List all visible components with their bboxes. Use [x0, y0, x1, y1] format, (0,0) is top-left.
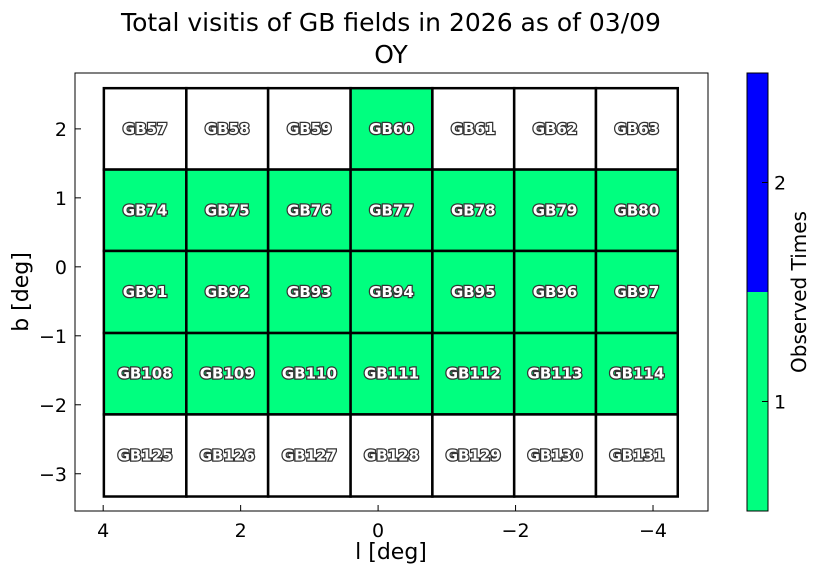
cell-label: GB60	[369, 120, 414, 138]
cell-label: GB61	[451, 120, 496, 138]
cell	[185, 331, 270, 416]
cell-label: GB95	[451, 283, 496, 301]
colorbar-label: Observed Times	[787, 211, 811, 373]
cell-label: GB58	[205, 120, 250, 138]
x-tick-label: −2	[502, 520, 530, 542]
cell-label: GB93	[287, 283, 332, 301]
chart-title: Total visitis of GB fields in 2026 as of…	[120, 8, 661, 37]
cell-label: GB127	[282, 446, 337, 464]
colorbar-tick-label: 1	[774, 392, 786, 414]
cell	[102, 86, 188, 171]
cell-label: GB113	[528, 365, 583, 383]
cell	[594, 413, 680, 498]
cell	[594, 249, 680, 335]
cell-label: GB131	[609, 446, 664, 464]
cell	[102, 413, 188, 498]
cell-label: GB75	[205, 201, 250, 219]
cell-label: GB126	[200, 446, 255, 464]
cell	[102, 331, 188, 416]
cell-label: GB76	[287, 201, 332, 219]
cell	[185, 86, 270, 171]
cell	[512, 249, 598, 335]
y-tick-label: −1	[39, 326, 67, 348]
chart-subtitle: OY	[374, 40, 408, 69]
cell-label: GB109	[200, 365, 255, 383]
x-tick-label: −4	[639, 520, 667, 542]
cell	[266, 249, 352, 335]
x-axis-label: l [deg]	[355, 540, 427, 565]
cell-label: GB97	[615, 283, 660, 301]
cell-label: GB62	[533, 120, 578, 138]
x-tick-label: 2	[235, 520, 247, 542]
cell	[594, 168, 680, 253]
cell-label: GB114	[609, 365, 664, 383]
y-tick-label: 1	[55, 188, 67, 210]
cell-label: GB108	[118, 365, 173, 383]
cell-label: GB77	[369, 201, 414, 219]
y-tick-label: −3	[39, 464, 67, 486]
cell-label: GB130	[528, 446, 583, 464]
cell	[266, 413, 352, 498]
cell	[185, 249, 270, 335]
y-tick-label: −2	[39, 395, 67, 417]
cell-label: GB57	[123, 120, 168, 138]
cell-label: GB91	[123, 283, 168, 301]
cell-label: GB94	[369, 283, 414, 301]
cell-label: GB74	[123, 201, 168, 219]
cell-label: GB80	[615, 201, 660, 219]
plot-frame	[74, 72, 709, 512]
y-tick-label: 2	[55, 119, 67, 141]
colorbar-segment	[747, 73, 768, 292]
cell	[512, 331, 598, 416]
cell	[266, 168, 352, 253]
cell-label: GB111	[364, 365, 419, 383]
cell	[512, 413, 598, 498]
colorbar-tick-label: 2	[774, 173, 786, 195]
cell-label: GB129	[446, 446, 501, 464]
cell-label: GB59	[287, 120, 332, 138]
x-tick-label: 4	[97, 520, 109, 542]
colorbar-segment	[747, 292, 768, 511]
colorbar-frame	[746, 72, 769, 512]
cell	[431, 249, 516, 335]
cell-label: GB96	[533, 283, 578, 301]
cell-label: GB92	[205, 283, 250, 301]
cell-label: GB125	[118, 446, 173, 464]
cell-label: GB128	[364, 446, 419, 464]
cell-label: GB112	[446, 365, 501, 383]
cell-label: GB63	[615, 120, 660, 138]
x-tick-label: 0	[372, 520, 384, 542]
cell	[512, 86, 598, 171]
cell-label: GB79	[533, 201, 578, 219]
y-axis-label: b [deg]	[9, 252, 34, 332]
cell	[431, 168, 516, 253]
cell	[102, 168, 188, 253]
y-tick-label: 0	[55, 257, 67, 279]
cell-label: GB78	[451, 201, 496, 219]
cell-label: GB110	[282, 365, 337, 383]
